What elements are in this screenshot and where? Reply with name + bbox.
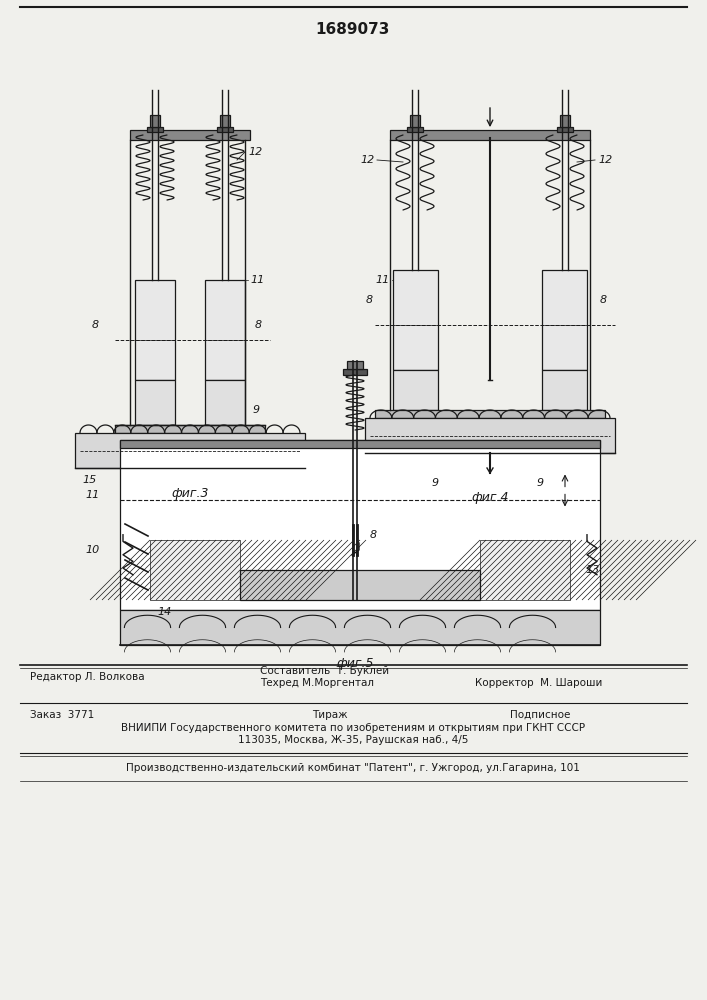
Text: Тираж: Тираж — [312, 710, 348, 720]
Text: Подписное: Подписное — [510, 710, 571, 720]
Bar — [147, 127, 163, 132]
Text: 14: 14 — [158, 607, 172, 617]
Bar — [205, 280, 245, 380]
Bar — [393, 270, 438, 370]
Text: 113035, Москва, Ж-35, Раушская наб., 4/5: 113035, Москва, Ж-35, Раушская наб., 4/5 — [238, 735, 468, 745]
Bar — [365, 418, 615, 453]
Text: 8: 8 — [366, 295, 373, 305]
Bar — [220, 115, 230, 127]
Bar — [542, 370, 587, 410]
Bar — [120, 440, 600, 448]
Text: фиг.5: фиг.5 — [337, 656, 374, 670]
Text: Редактор Л. Волкова: Редактор Л. Волкова — [30, 672, 145, 682]
Text: 12: 12 — [361, 155, 375, 165]
Text: 11: 11 — [375, 275, 390, 285]
Bar — [135, 280, 175, 380]
Text: Корректор  М. Шароши: Корректор М. Шароши — [475, 678, 602, 688]
Text: 15: 15 — [83, 475, 97, 485]
Bar — [217, 127, 233, 132]
Bar — [135, 380, 175, 425]
Text: 12: 12 — [248, 147, 262, 157]
Bar — [150, 540, 240, 600]
Bar — [343, 369, 367, 375]
Text: 10: 10 — [86, 545, 100, 555]
Text: 9: 9 — [537, 478, 544, 488]
Bar — [390, 130, 590, 140]
Text: 9: 9 — [253, 405, 260, 415]
Text: 1689073: 1689073 — [316, 22, 390, 37]
Text: 8: 8 — [91, 320, 98, 330]
Text: 8: 8 — [370, 530, 377, 540]
Bar — [557, 127, 573, 132]
Text: 13: 13 — [585, 565, 600, 575]
Bar — [393, 370, 438, 410]
Text: 9: 9 — [431, 478, 438, 488]
Text: 11: 11 — [86, 489, 100, 499]
Bar — [410, 115, 420, 127]
Bar — [130, 130, 250, 140]
Bar — [480, 540, 570, 600]
Bar — [120, 610, 600, 645]
Text: Техред М.Моргентал: Техред М.Моргентал — [260, 678, 374, 688]
Bar — [115, 425, 265, 433]
Bar — [347, 361, 363, 369]
Text: фиг.3: фиг.3 — [171, 487, 209, 499]
Bar — [542, 270, 587, 370]
Bar — [375, 410, 605, 418]
Text: фиг.4: фиг.4 — [472, 491, 509, 504]
Text: 8: 8 — [600, 295, 607, 305]
Text: 11: 11 — [250, 275, 264, 285]
Bar — [120, 440, 600, 610]
Bar — [150, 115, 160, 127]
Bar — [560, 115, 570, 127]
Bar — [205, 380, 245, 425]
Bar — [240, 570, 480, 600]
Text: Составитель  Т. Буклей: Составитель Т. Буклей — [260, 666, 389, 676]
Text: Производственно-издательский комбинат "Патент", г. Ужгород, ул.Гагарина, 101: Производственно-издательский комбинат "П… — [126, 763, 580, 773]
Bar — [407, 127, 423, 132]
Text: 8: 8 — [255, 320, 262, 330]
Bar — [75, 433, 305, 468]
Text: ВНИИПИ Государственного комитета по изобретениям и открытиям при ГКНТ СССР: ВНИИПИ Государственного комитета по изоб… — [121, 723, 585, 733]
Text: Заказ  3771: Заказ 3771 — [30, 710, 94, 720]
Text: 12: 12 — [598, 155, 612, 165]
